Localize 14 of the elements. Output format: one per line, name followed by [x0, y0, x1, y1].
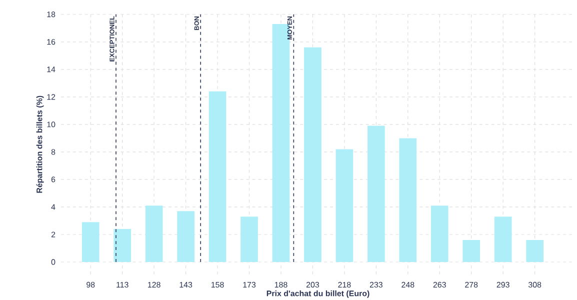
bar: [430, 206, 448, 262]
bar: [114, 228, 132, 262]
bar: [208, 91, 226, 262]
bar: [368, 126, 385, 262]
bar: [336, 149, 354, 262]
bar: [304, 47, 322, 262]
bar: [399, 138, 417, 262]
bar: [494, 216, 512, 262]
bar: [240, 216, 258, 262]
bar: [145, 206, 163, 262]
bar: [177, 211, 194, 262]
bar: [526, 240, 544, 262]
bar: [462, 240, 480, 262]
bar: [82, 222, 100, 262]
